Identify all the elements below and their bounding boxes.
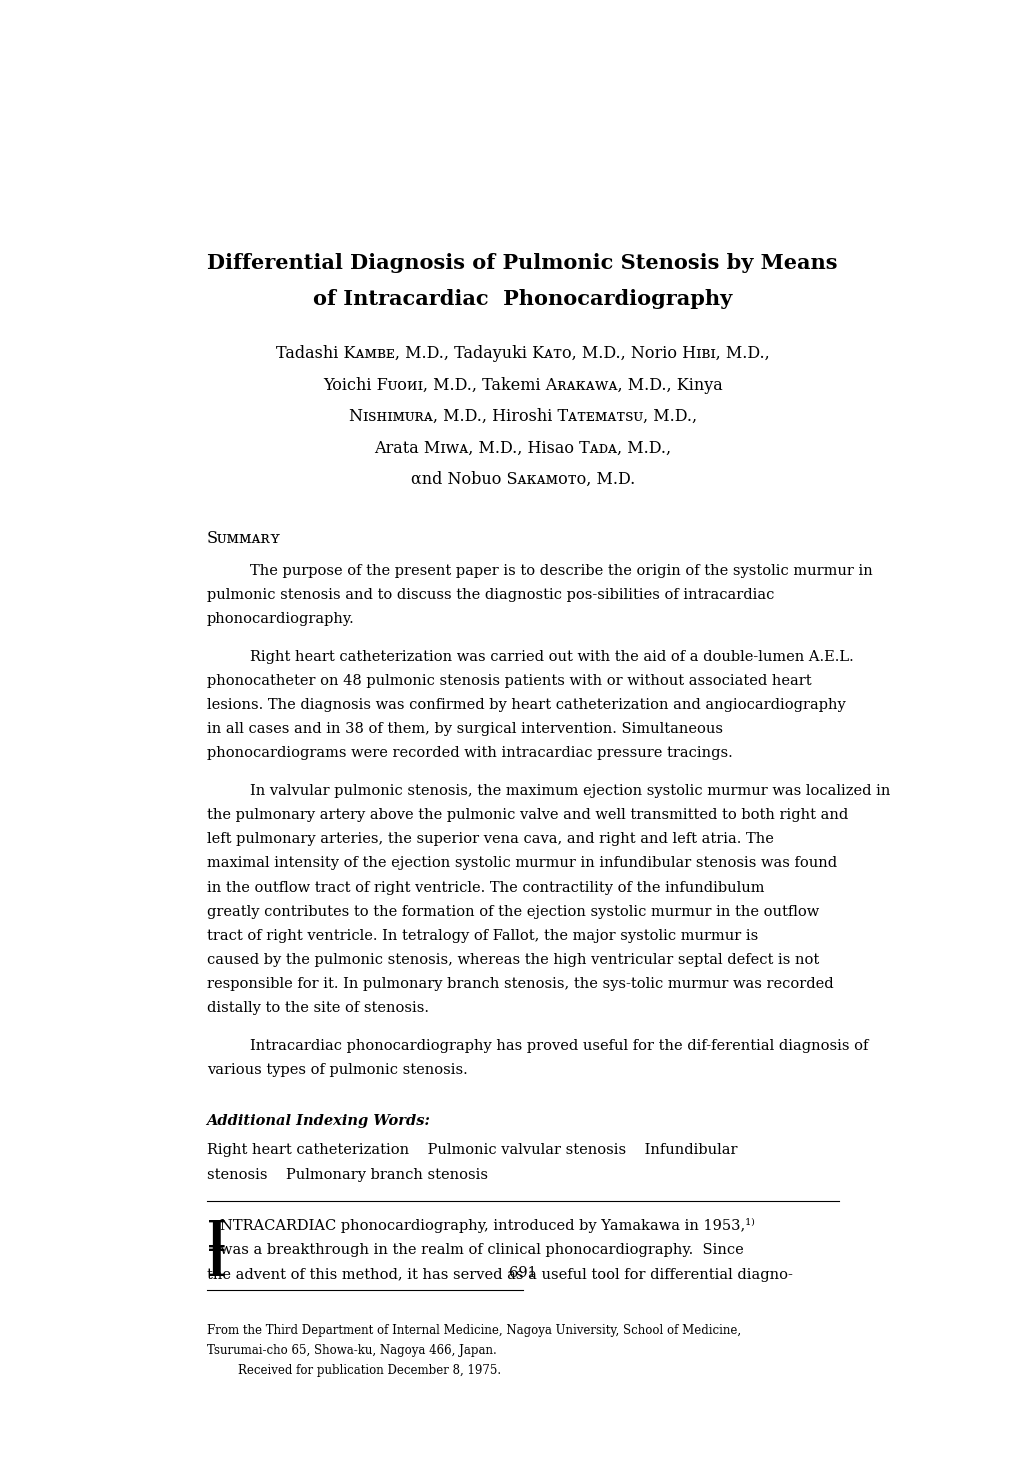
Text: In valvular pulmonic stenosis, the maximum ejection systolic murmur was localize: In valvular pulmonic stenosis, the maxim… <box>250 784 890 798</box>
Text: of Intracardiac  Phonocardiography: of Intracardiac Phonocardiography <box>313 290 732 309</box>
Text: Right heart catheterization    Pulmonic valvular stenosis    Infundibular: Right heart catheterization Pulmonic val… <box>206 1144 737 1157</box>
Text: Tsurumai-cho 65, Showa-ku, Nagoya 466, Japan.: Tsurumai-cho 65, Showa-ku, Nagoya 466, J… <box>206 1343 496 1356</box>
Text: various types of pulmonic stenosis.: various types of pulmonic stenosis. <box>206 1062 467 1077</box>
Text: Right heart catheterization was carried out with the aid of a double-lumen A.E.L: Right heart catheterization was carried … <box>250 650 853 664</box>
Text: Differential Diagnosis of Pulmonic Stenosis by Means: Differential Diagnosis of Pulmonic Steno… <box>207 254 838 274</box>
Text: αnd Nobuo Sᴀᴋᴀᴍᴏᴛᴏ, M.D.: αnd Nobuo Sᴀᴋᴀᴍᴏᴛᴏ, M.D. <box>411 471 634 488</box>
Text: phonocatheter on 48 pulmonic stenosis patients with or without associated heart: phonocatheter on 48 pulmonic stenosis pa… <box>206 675 810 688</box>
Text: the advent of this method, it has served as a useful tool for differential diagn: the advent of this method, it has served… <box>206 1268 792 1282</box>
Text: left pulmonary arteries, the superior vena cava, and right and left atria. The: left pulmonary arteries, the superior ve… <box>206 832 772 847</box>
Text: phonocardiography.: phonocardiography. <box>206 612 354 627</box>
Text: lesions. The diagnosis was confirmed by heart catheterization and angiocardiogra: lesions. The diagnosis was confirmed by … <box>206 698 845 712</box>
Text: Arata Mɪᴡᴀ, M.D., Hisao Tᴀᴅᴀ, M.D.,: Arata Mɪᴡᴀ, M.D., Hisao Tᴀᴅᴀ, M.D., <box>374 440 671 456</box>
Text: pulmonic stenosis and to discuss the diagnostic pos-sibilities of intracardiac: pulmonic stenosis and to discuss the dia… <box>206 589 773 602</box>
Text: The purpose of the present paper is to describe the origin of the systolic murmu: The purpose of the present paper is to d… <box>250 564 872 578</box>
Text: greatly contributes to the formation of the ejection systolic murmur in the outf: greatly contributes to the formation of … <box>206 905 818 918</box>
Text: Sᴜᴍᴍᴀʀʏ: Sᴜᴍᴍᴀʀʏ <box>206 530 280 548</box>
Text: Nɪѕʜɪᴍᴜʀᴀ, M.D., Hiroshi Tᴀᴛᴇᴍᴀᴛѕᴜ, M.D.,: Nɪѕʜɪᴍᴜʀᴀ, M.D., Hiroshi Tᴀᴛᴇᴍᴀᴛѕᴜ, M.D.… <box>348 408 696 425</box>
Text: the pulmonary artery above the pulmonic valve and well transmitted to both right: the pulmonary artery above the pulmonic … <box>206 809 847 822</box>
Text: responsible for it. In pulmonary branch stenosis, the sys-tolic murmur was recor: responsible for it. In pulmonary branch … <box>206 978 833 991</box>
Text: was a breakthrough in the realm of clinical phonocardiography.  Since: was a breakthrough in the realm of clini… <box>220 1243 743 1257</box>
Text: I: I <box>206 1218 226 1260</box>
Text: Yoichi Fᴜᴏᴎɪ, M.D., Takemi Aʀᴀᴋᴀᴡᴀ, M.D., Kinya: Yoichi Fᴜᴏᴎɪ, M.D., Takemi Aʀᴀᴋᴀᴡᴀ, M.D.… <box>323 377 721 393</box>
Text: Received for publication December 8, 1975.: Received for publication December 8, 197… <box>238 1364 500 1377</box>
Text: phonocardiograms were recorded with intracardiac pressure tracings.: phonocardiograms were recorded with intr… <box>206 746 732 761</box>
Text: From the Third Department of Internal Medicine, Nagoya University, School of Med: From the Third Department of Internal Me… <box>206 1323 740 1336</box>
Text: stenosis    Pulmonary branch stenosis: stenosis Pulmonary branch stenosis <box>206 1167 487 1182</box>
Text: NTRACARDIAC phonocardiography, introduced by Yamakawa in 1953,¹⁾: NTRACARDIAC phonocardiography, introduce… <box>220 1218 754 1233</box>
Text: Additional Indexing Words:: Additional Indexing Words: <box>206 1113 430 1128</box>
Text: in the outflow tract of right ventricle. The contractility of the infundibulum: in the outflow tract of right ventricle.… <box>206 880 763 895</box>
Text: distally to the site of stenosis.: distally to the site of stenosis. <box>206 1001 428 1016</box>
Text: Intracardiac phonocardiography has proved useful for the dif-ferential diagnosis: Intracardiac phonocardiography has prove… <box>250 1039 867 1053</box>
Text: Tadashi Kᴀᴍʙᴇ, M.D., Tadayuki Kᴀᴛo, M.D., Norio Hɪʙɪ, M.D.,: Tadashi Kᴀᴍʙᴇ, M.D., Tadayuki Kᴀᴛo, M.D.… <box>275 345 769 363</box>
Text: maximal intensity of the ejection systolic murmur in infundibular stenosis was f: maximal intensity of the ejection systol… <box>206 857 836 870</box>
Text: in all cases and in 38 of them, by surgical intervention. Simultaneous: in all cases and in 38 of them, by surgi… <box>206 723 721 736</box>
Text: tract of right ventricle. In tetralogy of Fallot, the major systolic murmur is: tract of right ventricle. In tetralogy o… <box>206 928 757 943</box>
Text: 691: 691 <box>508 1266 536 1279</box>
Text: caused by the pulmonic stenosis, whereas the high ventricular septal defect is n: caused by the pulmonic stenosis, whereas… <box>206 953 818 967</box>
Text: I: I <box>206 1243 226 1285</box>
